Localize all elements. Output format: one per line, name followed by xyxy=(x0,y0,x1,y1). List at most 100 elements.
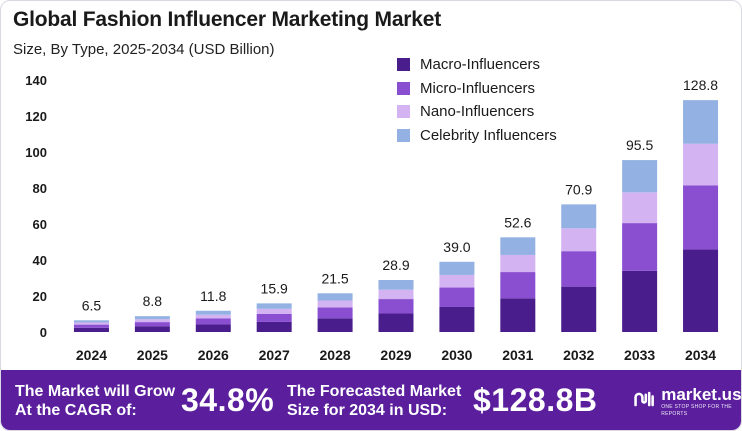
bar-segment xyxy=(561,204,597,229)
legend-item: Macro-Influencers xyxy=(397,53,557,77)
chart-legend: Macro-Influencers Micro-Influencers Nano-I… xyxy=(397,53,557,147)
bar-total-label: 39.0 xyxy=(443,239,470,255)
legend-label: Nano-Influencers xyxy=(420,103,535,121)
bar-segment xyxy=(256,321,292,332)
bar-segment xyxy=(73,327,109,332)
legend-swatch xyxy=(397,105,410,119)
chart-subtitle: Size, By Type, 2025-2034 (USD Billion) xyxy=(13,41,275,58)
legend-label: Micro-Influencers xyxy=(420,79,536,97)
bar-segment xyxy=(134,322,170,327)
bar-segment xyxy=(317,318,353,332)
bar-total-label: 70.9 xyxy=(565,181,592,197)
bar-segment xyxy=(256,303,292,309)
bar-segment xyxy=(378,299,414,314)
bar-segment xyxy=(317,293,353,301)
bar-segment xyxy=(622,160,658,193)
chart-title: Global Fashion Influencer Marketing Mark… xyxy=(13,8,442,31)
bar-segment xyxy=(378,279,414,290)
bar-segment xyxy=(195,314,231,319)
y-tick-label: 20 xyxy=(33,289,47,304)
bar-segment xyxy=(439,287,475,307)
bar-total-label: 28.9 xyxy=(382,257,409,273)
bar-segment xyxy=(317,300,353,308)
bar-segment xyxy=(561,251,597,287)
legend-swatch xyxy=(397,128,410,142)
bar-segment xyxy=(561,228,597,252)
bar-segment xyxy=(500,298,536,332)
legend-label: Macro-Influencers xyxy=(420,56,541,74)
x-tick-label: 2029 xyxy=(380,347,411,363)
bar-segment xyxy=(683,100,719,144)
x-tick-label: 2025 xyxy=(137,347,168,363)
legend-label: Celebrity Influencers xyxy=(420,126,557,144)
cagr-label-line-1: The Market will Grow xyxy=(15,383,176,400)
bar-total-label: 52.6 xyxy=(504,214,531,230)
bar-segment xyxy=(500,237,536,255)
brand-logo: market.us ONE STOP SHOP FOR THE REPORTS xyxy=(633,385,742,418)
bar-total-label: 11.8 xyxy=(200,288,226,304)
cagr-label: The Market will Grow At the CAGR of: xyxy=(15,382,175,420)
bar-segment xyxy=(683,185,719,250)
brand-tagline: ONE STOP SHOP FOR THE REPORTS xyxy=(661,404,732,417)
bar-segment xyxy=(195,318,231,325)
brand-name: market.us xyxy=(661,385,742,404)
y-tick-label: 140 xyxy=(25,73,47,88)
bar-segment xyxy=(317,307,353,319)
y-tick-label: 0 xyxy=(40,325,47,340)
x-tick-label: 2031 xyxy=(502,347,533,363)
bar-segment xyxy=(500,272,536,299)
bar-segment xyxy=(500,254,536,273)
legend-swatch xyxy=(397,81,410,95)
x-tick-label: 2030 xyxy=(441,347,472,363)
bar-segment xyxy=(195,324,231,332)
forecast-label-line-1: The Forecasted Market xyxy=(287,383,462,400)
x-tick-label: 2024 xyxy=(76,347,107,363)
bar-segment xyxy=(73,320,109,323)
y-tick-label: 80 xyxy=(33,181,47,196)
bar-segment xyxy=(73,322,109,325)
bar-segment xyxy=(622,192,658,224)
forecast-label-line-2: Size for 2034 in USD: xyxy=(287,402,448,419)
bar-total-label: 6.5 xyxy=(82,297,102,313)
bar-total-label: 128.8 xyxy=(683,77,718,93)
x-tick-label: 2028 xyxy=(320,347,351,363)
forecast-label: The Forecasted Market Size for 2034 in U… xyxy=(287,382,461,420)
x-tick-label: 2027 xyxy=(259,347,290,363)
cagr-label-line-2: At the CAGR of: xyxy=(15,402,137,419)
bar-segment xyxy=(73,324,109,328)
y-tick-label: 100 xyxy=(25,145,47,160)
legend-swatch xyxy=(397,58,410,72)
y-tick-label: 60 xyxy=(33,217,47,232)
forecast-value: $128.8B xyxy=(473,382,598,418)
bar-segment xyxy=(683,143,719,186)
x-tick-label: 2034 xyxy=(685,347,716,363)
bar-segment xyxy=(622,270,658,332)
y-tick-label: 120 xyxy=(25,109,47,124)
legend-item: Micro-Influencers xyxy=(397,77,557,101)
bar-segment xyxy=(134,326,170,332)
bar-segment xyxy=(622,223,658,271)
bar-total-label: 21.5 xyxy=(321,270,348,286)
bar-segment xyxy=(134,319,170,323)
bar-segment xyxy=(439,274,475,288)
market-us-logo-icon xyxy=(634,391,654,407)
bar-total-label: 8.8 xyxy=(143,293,163,309)
x-tick-label: 2033 xyxy=(624,347,655,363)
bar-segment xyxy=(439,306,475,332)
cagr-value: 34.8% xyxy=(181,382,275,418)
bar-segment xyxy=(378,289,414,300)
bar-segment xyxy=(439,261,475,275)
bar-total-label: 95.5 xyxy=(626,137,653,153)
bar-segment xyxy=(256,314,292,322)
bar-total-label: 15.9 xyxy=(261,280,288,296)
legend-item: Celebrity Influencers xyxy=(397,124,557,148)
footer-banner: The Market will Grow At the CAGR of: 34.… xyxy=(1,370,742,430)
legend-item: Nano-Influencers xyxy=(397,100,557,124)
bar-segment xyxy=(378,313,414,332)
y-tick-label: 40 xyxy=(33,253,47,268)
x-tick-label: 2026 xyxy=(198,347,229,363)
bar-segment xyxy=(134,316,170,320)
x-tick-label: 2032 xyxy=(563,347,594,363)
bar-segment xyxy=(683,249,719,332)
